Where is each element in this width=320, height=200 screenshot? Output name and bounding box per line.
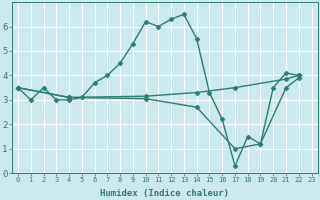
X-axis label: Humidex (Indice chaleur): Humidex (Indice chaleur) (100, 189, 229, 198)
